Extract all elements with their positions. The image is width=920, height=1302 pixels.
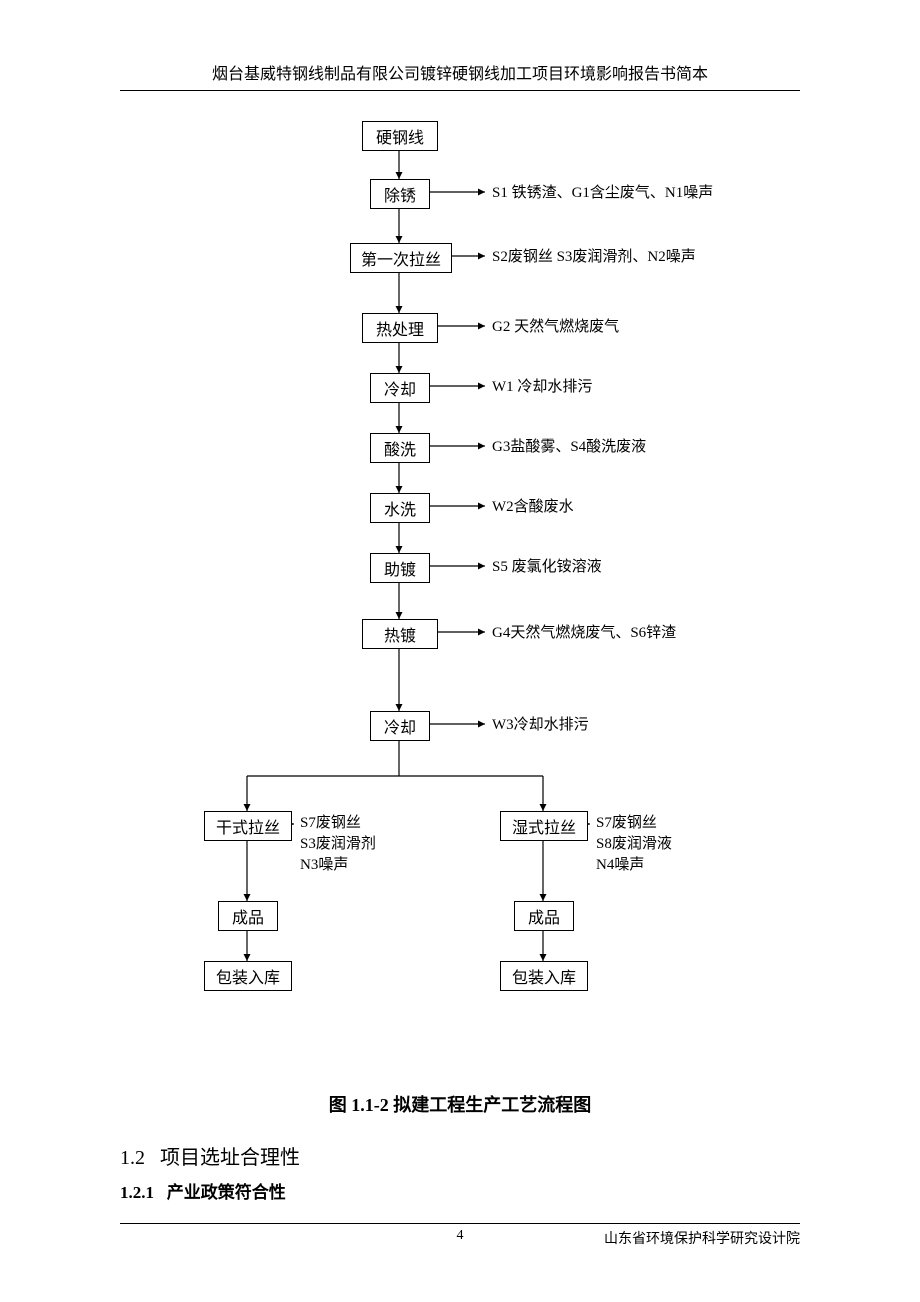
flow-output-10: S7废钢丝S8废润滑液N4噪声 [596,811,672,874]
flow-node-n11: 湿式拉丝 [500,811,588,841]
figure-caption: 图 1.1-2 拟建工程生产工艺流程图 [0,1091,920,1117]
section-number: 1.2 [120,1147,145,1169]
section-heading: 1.2 项目选址合理性 [120,1141,920,1170]
flow-output-7: G4天然气燃烧废气、S6锌渣 [492,621,676,642]
flow-output-8: W3冷却水排污 [492,713,589,734]
subsection-title: 产业政策符合性 [167,1183,286,1202]
flowchart-svg [0,121,920,1051]
flow-output-3: W1 冷却水排污 [492,375,592,396]
flow-node-n3: 热处理 [362,313,438,343]
flow-node-n0: 硬钢线 [362,121,438,151]
flow-node-n6: 水洗 [370,493,430,523]
flow-node-n1: 除锈 [370,179,430,209]
section-title: 项目选址合理性 [160,1147,300,1169]
subsection-number: 1.2.1 [120,1183,154,1202]
flow-output-5: W2含酸废水 [492,495,574,516]
flow-node-n7: 助镀 [370,553,430,583]
page-number: 4 [457,1228,464,1244]
flow-node-n2: 第一次拉丝 [350,243,452,273]
flow-node-n12: 成品 [218,901,278,931]
flowchart-canvas: 硬钢线除锈第一次拉丝热处理冷却酸洗水洗助镀热镀冷却干式拉丝湿式拉丝成品成品包装入… [0,121,920,1051]
flow-output-4: G3盐酸雾、S4酸洗废液 [492,435,646,456]
flow-output-2: G2 天然气燃烧废气 [492,315,619,336]
flow-node-n10: 干式拉丝 [204,811,292,841]
page-header: 烟台基威特钢线制品有限公司镀锌硬钢线加工项目环境影响报告书简本 [120,60,800,91]
flow-node-n13: 成品 [514,901,574,931]
flow-output-9: S7废钢丝S3废润滑剂N3噪声 [300,811,376,874]
footer-org: 山东省环境保护科学研究设计院 [604,1228,800,1248]
page-footer: 4 山东省环境保护科学研究设计院 [120,1223,800,1258]
flow-node-n4: 冷却 [370,373,430,403]
flow-node-n5: 酸洗 [370,433,430,463]
flow-node-n15: 包装入库 [500,961,588,991]
flow-node-n8: 热镀 [362,619,438,649]
flow-output-0: S1 铁锈渣、G1含尘废气、N1噪声 [492,181,713,202]
flow-node-n14: 包装入库 [204,961,292,991]
flow-node-n9: 冷却 [370,711,430,741]
flow-output-1: S2废钢丝 S3废润滑剂、N2噪声 [492,245,696,266]
subsection-heading: 1.2.1 产业政策符合性 [120,1178,920,1203]
flow-output-6: S5 废氯化铵溶液 [492,555,602,576]
